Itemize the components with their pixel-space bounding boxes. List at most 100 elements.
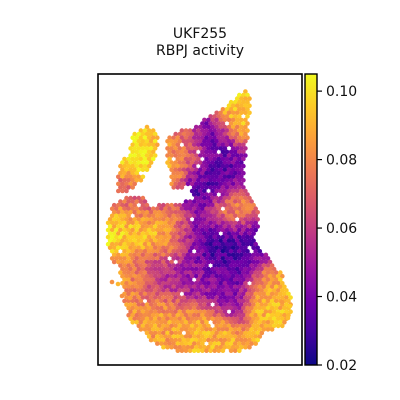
tissue-spot xyxy=(230,266,236,272)
tissue-spot xyxy=(173,231,178,236)
tissue-spot xyxy=(218,160,224,165)
tissue-spot xyxy=(216,135,222,140)
tissue-spot xyxy=(228,220,234,226)
tissue-spot xyxy=(208,178,213,183)
tissue-spot xyxy=(118,227,123,233)
tissue-spot xyxy=(218,259,224,265)
tissue-spot xyxy=(136,195,142,201)
tissue-spot xyxy=(134,263,140,268)
tissue-spot xyxy=(146,305,152,311)
tissue-spot xyxy=(243,302,248,307)
tissue-spot xyxy=(226,252,232,258)
tissue-spot xyxy=(234,181,240,187)
tissue-spot xyxy=(230,103,236,108)
tissue-spot xyxy=(181,323,187,329)
tissue-spot xyxy=(198,266,203,272)
tissue-spot xyxy=(243,202,248,208)
tissue-spot xyxy=(165,323,170,329)
tissue-spot xyxy=(171,142,176,148)
tissue-spot xyxy=(278,291,283,297)
tissue-spot xyxy=(222,323,228,329)
tissue-spot xyxy=(179,149,185,155)
tissue-spot xyxy=(228,135,234,140)
tissue-spot xyxy=(206,245,211,251)
tissue-spot xyxy=(134,227,140,233)
tissue-spot xyxy=(114,220,119,226)
tissue-spot xyxy=(159,227,164,233)
tissue-spot xyxy=(173,131,178,137)
tissue-spot xyxy=(169,146,174,151)
tissue-spot xyxy=(206,316,211,322)
tissue-spot xyxy=(216,341,222,346)
tissue-spot xyxy=(146,234,152,240)
tissue-spot xyxy=(130,284,135,290)
tissue-spot xyxy=(159,341,164,346)
tissue-spot xyxy=(155,249,160,254)
tissue-spot xyxy=(237,92,242,98)
tissue-spot xyxy=(239,238,244,243)
tissue-spot xyxy=(243,309,248,315)
tissue-spot xyxy=(222,302,228,307)
tissue-spot xyxy=(280,281,285,286)
tissue-spot xyxy=(263,316,269,322)
tissue-spot xyxy=(216,270,222,275)
tissue-spot xyxy=(237,170,242,176)
tissue-spot xyxy=(222,273,228,279)
tissue-spot xyxy=(210,124,215,130)
tissue-spot xyxy=(171,320,176,325)
tissue-spot xyxy=(150,234,156,240)
tissue-spot xyxy=(169,344,174,350)
tissue-spot xyxy=(200,249,205,254)
tissue-spot xyxy=(234,266,240,272)
tissue-spot xyxy=(216,114,222,119)
tissue-spot xyxy=(208,249,213,254)
tissue-spot xyxy=(157,309,162,315)
tissue-spot xyxy=(212,199,217,204)
tissue-spot xyxy=(185,131,191,137)
tissue-spot xyxy=(167,227,172,233)
tissue-spot xyxy=(241,170,246,176)
tissue-spot xyxy=(189,295,195,300)
tissue-spot xyxy=(193,281,199,286)
tissue-spot xyxy=(216,163,222,169)
tissue-spot xyxy=(198,188,203,194)
tissue-spot xyxy=(144,295,150,300)
tissue-spot xyxy=(218,146,224,151)
tissue-spot xyxy=(267,266,273,272)
tissue-spot xyxy=(206,309,211,315)
tissue-spot xyxy=(138,298,144,304)
tissue-spot xyxy=(234,252,240,258)
tissue-spot xyxy=(142,220,148,226)
tissue-spot xyxy=(191,192,197,197)
tissue-spot xyxy=(245,341,250,346)
tissue-spot xyxy=(216,206,222,211)
tissue-spot xyxy=(204,213,209,219)
tissue-spot xyxy=(237,121,242,126)
colorbar-tick-label: 0.02 xyxy=(326,358,357,374)
tissue-spot xyxy=(128,217,133,222)
tissue-spot xyxy=(247,96,252,101)
tissue-spot xyxy=(237,327,242,332)
tissue-spot xyxy=(202,202,207,208)
tissue-spot xyxy=(263,281,269,286)
tissue-spot xyxy=(155,263,160,268)
tissue-spot xyxy=(146,149,152,155)
tissue-spot xyxy=(212,277,217,283)
tissue-spot xyxy=(161,344,166,350)
tissue-spot xyxy=(152,217,158,222)
tissue-spot xyxy=(218,131,224,137)
tissue-spot xyxy=(146,334,152,339)
tissue-spot xyxy=(220,142,226,148)
tissue-spot xyxy=(161,224,166,229)
tissue-spot xyxy=(216,178,222,183)
tissue-spot xyxy=(243,344,248,350)
tissue-spot xyxy=(144,309,150,315)
tissue-spot xyxy=(226,139,232,144)
tissue-spot xyxy=(189,167,195,172)
tissue-spot xyxy=(134,149,140,155)
tissue-spot xyxy=(118,270,123,275)
tissue-spot xyxy=(241,263,246,268)
tissue-spot xyxy=(202,188,207,194)
tissue-spot xyxy=(128,273,133,279)
tissue-spot xyxy=(230,238,236,243)
